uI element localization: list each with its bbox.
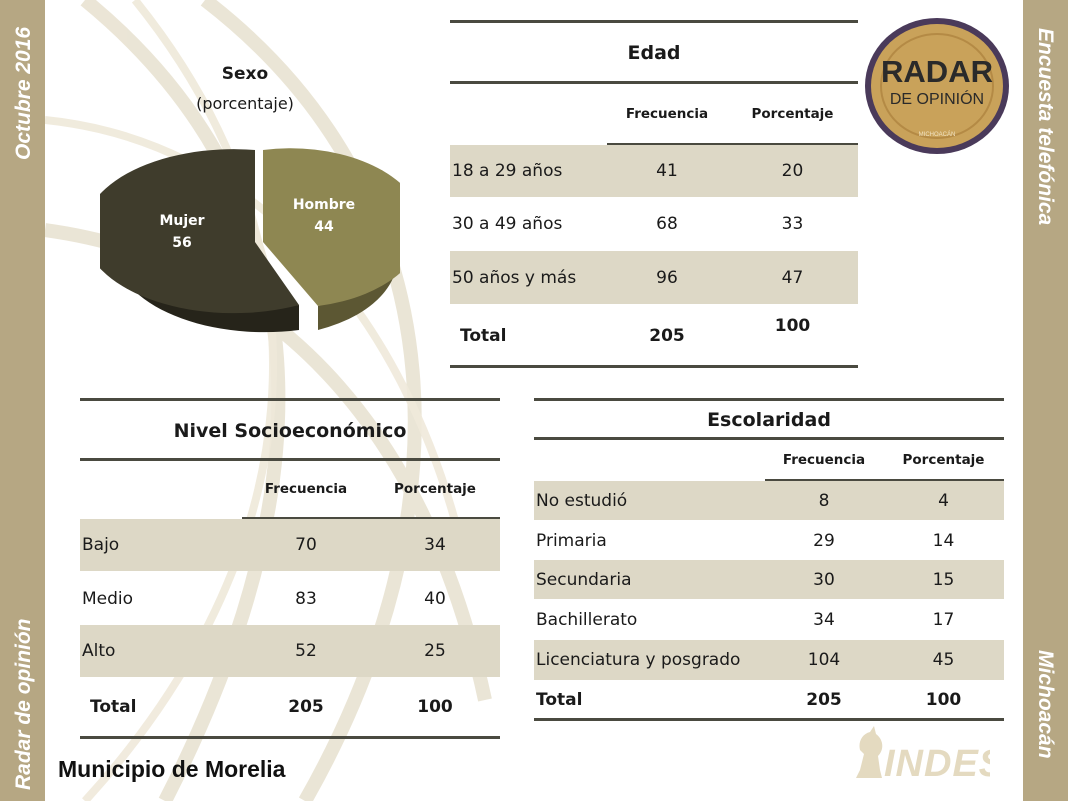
table-row: Secundaria 30 15	[534, 560, 1004, 599]
svg-text:INDES: INDES	[884, 743, 990, 782]
svg-text:RADAR: RADAR	[881, 54, 993, 89]
pie-slice-mujer-side	[114, 220, 300, 333]
table-row: 18 a 29 años 41 20	[450, 145, 858, 197]
table-row: Bajo 70 34	[80, 519, 500, 571]
pie-subtitle: (porcentaje)	[196, 94, 294, 113]
svg-text:DE OPINIÓN: DE OPINIÓN	[890, 89, 984, 108]
esc-header-frecuencia: Frecuencia	[782, 452, 866, 468]
table-row-total: Total 205 100	[460, 316, 811, 346]
nse-header-porcentaje: Porcentaje	[394, 481, 476, 497]
date-label: Octubre 2016	[12, 26, 35, 160]
edad-header-porcentaje: Porcentaje	[751, 106, 834, 122]
table-row: Licenciatura y posgrado 104 45	[534, 640, 1004, 680]
edad-table: Edad Frecuencia Porcentaje 18 a 29 años …	[450, 20, 858, 370]
right-side-band	[1023, 0, 1068, 801]
pie-slice-hombre	[263, 148, 400, 306]
edad-title: Edad	[627, 42, 681, 64]
table-row: Medio 83 40	[82, 589, 446, 609]
pie-title: Sexo	[221, 64, 269, 84]
municipio-title: Municipio de Morelia	[58, 756, 286, 782]
nse-title: Nivel Socioeconómico	[173, 420, 407, 442]
left-side-band	[0, 0, 45, 801]
esc-header-porcentaje: Porcentaje	[902, 452, 985, 468]
escolaridad-table: Escolaridad Frecuencia Porcentaje No est…	[534, 398, 1004, 723]
chess-knight-icon	[856, 726, 883, 778]
svg-text:MICHOACÁN: MICHOACÁN	[919, 131, 956, 138]
table-row: 30 a 49 años 68 33	[452, 214, 804, 234]
table-row-total: Total 205 100	[536, 690, 962, 710]
survey-type-label: Encuesta telefónica	[1034, 28, 1057, 226]
table-row: Alto 52 25	[80, 625, 500, 677]
sex-pie-chart: Mujer 56 Hombre 44	[100, 148, 400, 333]
brand-side-label: Radar de opinión	[12, 618, 35, 790]
table-row: No estudió 8 4	[534, 481, 1004, 520]
table-row-total: Total 205 100	[90, 697, 453, 717]
pie-slice-mujer	[100, 149, 299, 314]
state-label: Michoacán	[1034, 650, 1057, 759]
pie-label-mujer: Mujer	[159, 213, 204, 229]
radar-de-opinion-logo: RADAR DE OPINIÓN MICHOACÁN	[865, 18, 1009, 154]
edad-header-frecuencia: Frecuencia	[625, 106, 709, 122]
nse-header-frecuencia: Frecuencia	[264, 481, 348, 497]
table-row: Primaria 29 14	[536, 531, 955, 551]
indes-logo: INDES	[856, 726, 990, 782]
table-row: Bachillerato 34 17	[536, 610, 955, 630]
pie-value-mujer: 56	[172, 235, 191, 251]
nse-table: Nivel Socioeconómico Frecuencia Porcenta…	[80, 398, 500, 740]
escolaridad-title: Escolaridad	[707, 409, 831, 431]
pie-value-hombre: 44	[314, 219, 334, 235]
pie-label-hombre: Hombre	[293, 197, 355, 213]
table-row: 50 años y más 96 47	[450, 251, 858, 304]
